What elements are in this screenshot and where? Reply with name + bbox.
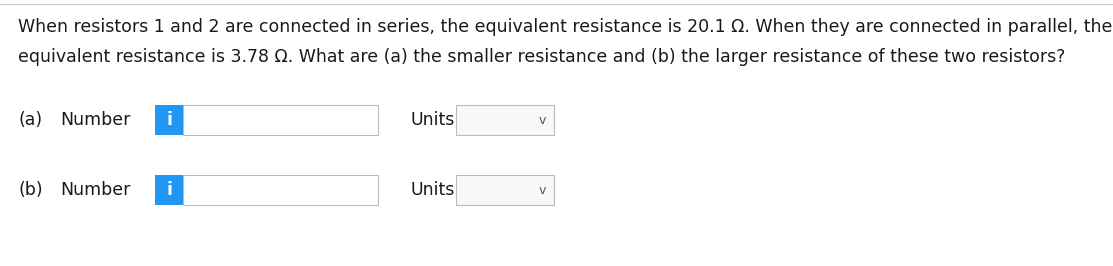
FancyBboxPatch shape xyxy=(155,105,183,135)
Text: i: i xyxy=(166,111,173,129)
Text: Number: Number xyxy=(60,181,130,199)
Text: i: i xyxy=(166,181,173,199)
Text: (b): (b) xyxy=(18,181,42,199)
FancyBboxPatch shape xyxy=(456,105,554,135)
FancyBboxPatch shape xyxy=(456,175,554,205)
FancyBboxPatch shape xyxy=(183,175,378,205)
Text: v: v xyxy=(539,184,545,197)
Text: v: v xyxy=(539,114,545,127)
Text: When resistors 1 and 2 are connected in series, the equivalent resistance is 20.: When resistors 1 and 2 are connected in … xyxy=(18,18,1112,36)
FancyBboxPatch shape xyxy=(155,175,183,205)
Text: (a): (a) xyxy=(18,111,42,129)
Text: equivalent resistance is 3.78 Ω. What are (a) the smaller resistance and (b) the: equivalent resistance is 3.78 Ω. What ar… xyxy=(18,48,1065,66)
Text: Units: Units xyxy=(410,111,454,129)
Text: Units: Units xyxy=(410,181,454,199)
FancyBboxPatch shape xyxy=(183,105,378,135)
Text: Number: Number xyxy=(60,111,130,129)
